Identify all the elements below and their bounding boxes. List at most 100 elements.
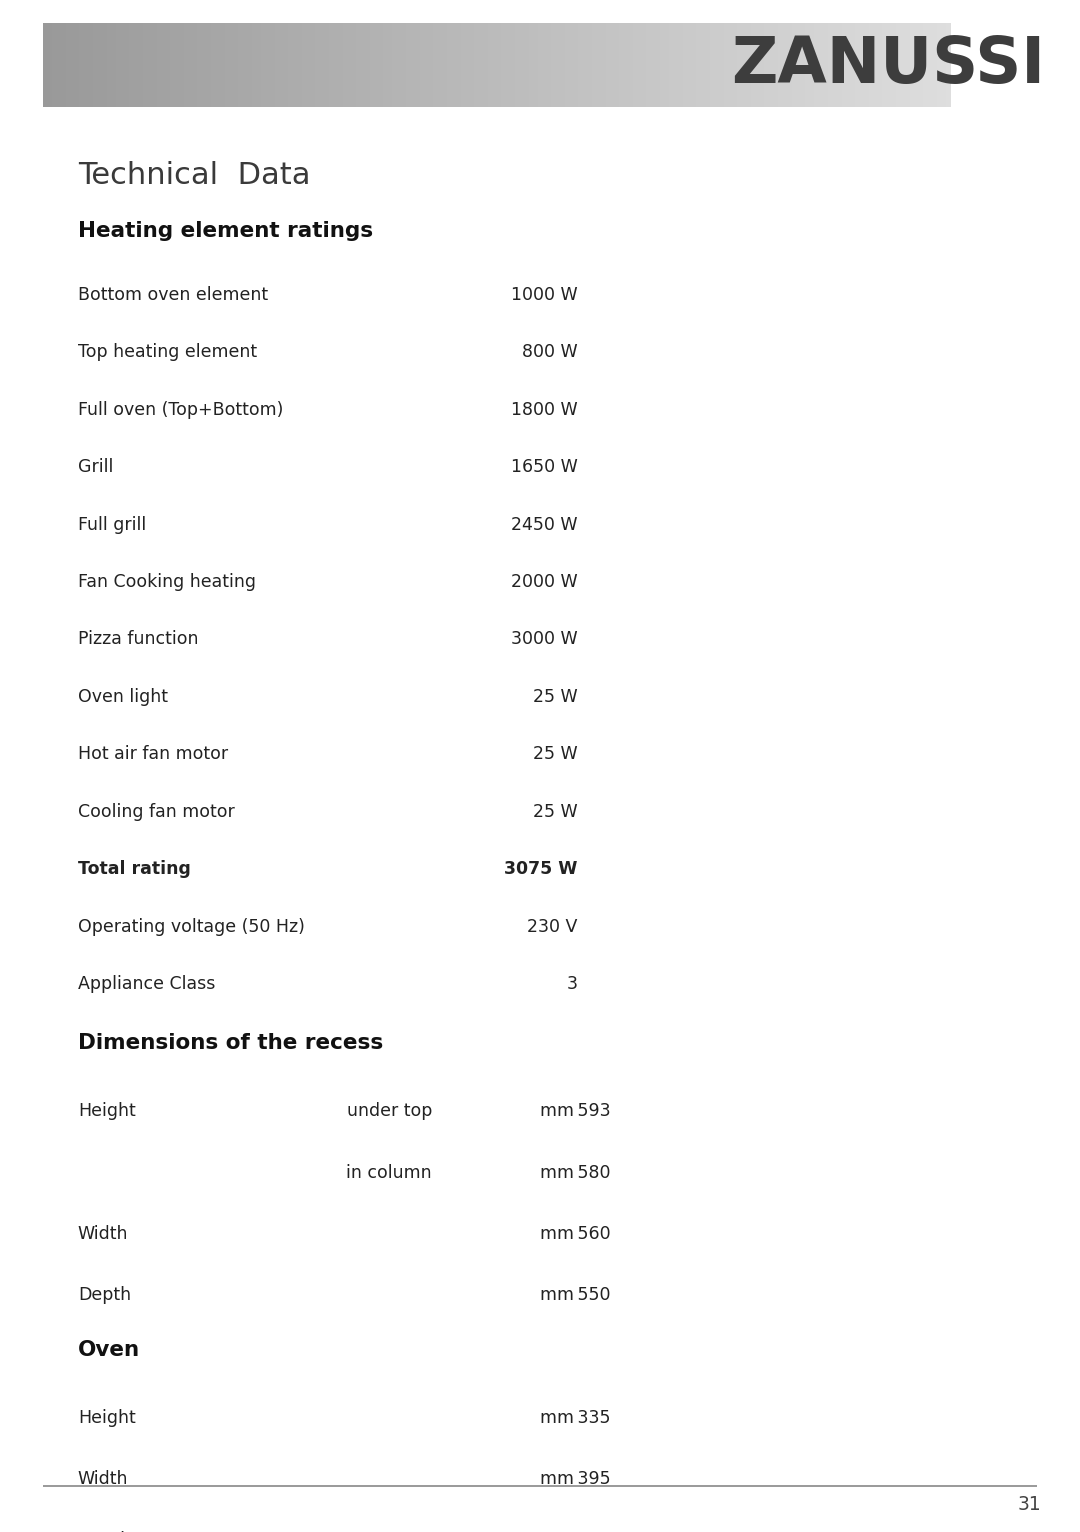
Bar xyxy=(841,23,847,107)
Bar xyxy=(478,23,484,107)
Bar xyxy=(588,23,593,107)
Bar xyxy=(715,23,720,107)
Bar xyxy=(551,23,557,107)
Bar xyxy=(261,23,267,107)
Bar xyxy=(765,23,770,107)
Bar xyxy=(837,23,842,107)
Bar xyxy=(538,23,543,107)
Bar xyxy=(256,23,262,107)
Text: mm 395: mm 395 xyxy=(540,1469,610,1488)
Text: Depth: Depth xyxy=(78,1285,131,1304)
Text: Oven: Oven xyxy=(78,1339,140,1360)
Bar xyxy=(270,23,275,107)
Bar xyxy=(437,23,444,107)
Bar xyxy=(171,23,176,107)
Bar xyxy=(352,23,357,107)
Bar xyxy=(664,23,671,107)
Bar xyxy=(678,23,684,107)
Bar xyxy=(787,23,793,107)
Text: mm 335: mm 335 xyxy=(540,1408,610,1426)
Bar xyxy=(647,23,652,107)
Bar xyxy=(388,23,393,107)
Bar xyxy=(229,23,234,107)
Text: 2000 W: 2000 W xyxy=(511,573,578,591)
Bar xyxy=(596,23,603,107)
Bar xyxy=(868,23,875,107)
Text: 2450 W: 2450 W xyxy=(511,515,578,533)
Bar xyxy=(406,23,411,107)
Bar xyxy=(905,23,910,107)
Bar xyxy=(515,23,521,107)
Bar xyxy=(936,23,943,107)
Bar xyxy=(783,23,788,107)
Bar xyxy=(497,23,502,107)
Bar xyxy=(878,23,883,107)
Bar xyxy=(429,23,434,107)
Bar xyxy=(814,23,820,107)
Bar xyxy=(583,23,589,107)
Bar xyxy=(823,23,829,107)
Bar xyxy=(347,23,353,107)
Bar xyxy=(692,23,698,107)
Bar xyxy=(769,23,774,107)
Bar xyxy=(511,23,516,107)
Bar xyxy=(397,23,403,107)
Text: 25 W: 25 W xyxy=(534,803,578,821)
Bar xyxy=(846,23,852,107)
Bar xyxy=(800,23,807,107)
Text: 3: 3 xyxy=(567,974,578,993)
Bar xyxy=(728,23,733,107)
Bar xyxy=(420,23,426,107)
Bar xyxy=(891,23,897,107)
Bar xyxy=(148,23,153,107)
Bar xyxy=(651,23,657,107)
Bar xyxy=(901,23,906,107)
Bar xyxy=(860,23,865,107)
Bar xyxy=(193,23,199,107)
Bar xyxy=(919,23,924,107)
Bar xyxy=(796,23,801,107)
Bar xyxy=(179,23,185,107)
Bar xyxy=(524,23,529,107)
Text: Hot air fan motor: Hot air fan motor xyxy=(78,745,228,763)
Bar xyxy=(610,23,616,107)
Bar xyxy=(410,23,416,107)
Bar xyxy=(342,23,348,107)
Bar xyxy=(546,23,552,107)
Bar xyxy=(855,23,861,107)
Text: 1800 W: 1800 W xyxy=(511,400,578,418)
Bar xyxy=(324,23,330,107)
Bar xyxy=(84,23,90,107)
Bar xyxy=(433,23,438,107)
Bar xyxy=(211,23,217,107)
Bar xyxy=(225,23,230,107)
Bar xyxy=(447,23,453,107)
Bar xyxy=(134,23,139,107)
Bar xyxy=(909,23,915,107)
Bar xyxy=(198,23,203,107)
Bar xyxy=(773,23,779,107)
Text: Height: Height xyxy=(78,1102,135,1120)
Bar xyxy=(579,23,584,107)
Bar xyxy=(724,23,729,107)
Bar xyxy=(851,23,856,107)
Bar xyxy=(116,23,121,107)
Bar xyxy=(216,23,221,107)
Bar xyxy=(220,23,226,107)
Bar xyxy=(806,23,811,107)
Bar xyxy=(474,23,480,107)
Text: Fan Cooking heating: Fan Cooking heating xyxy=(78,573,256,591)
Bar xyxy=(315,23,321,107)
Bar xyxy=(320,23,325,107)
Bar xyxy=(923,23,929,107)
Bar xyxy=(107,23,112,107)
Bar xyxy=(279,23,285,107)
Bar xyxy=(66,23,71,107)
Bar xyxy=(307,23,312,107)
Bar xyxy=(334,23,339,107)
Text: Dimensions of the recess: Dimensions of the recess xyxy=(78,1033,383,1054)
Text: 1000 W: 1000 W xyxy=(511,285,578,303)
Bar xyxy=(637,23,643,107)
Bar xyxy=(239,23,244,107)
Bar xyxy=(175,23,180,107)
